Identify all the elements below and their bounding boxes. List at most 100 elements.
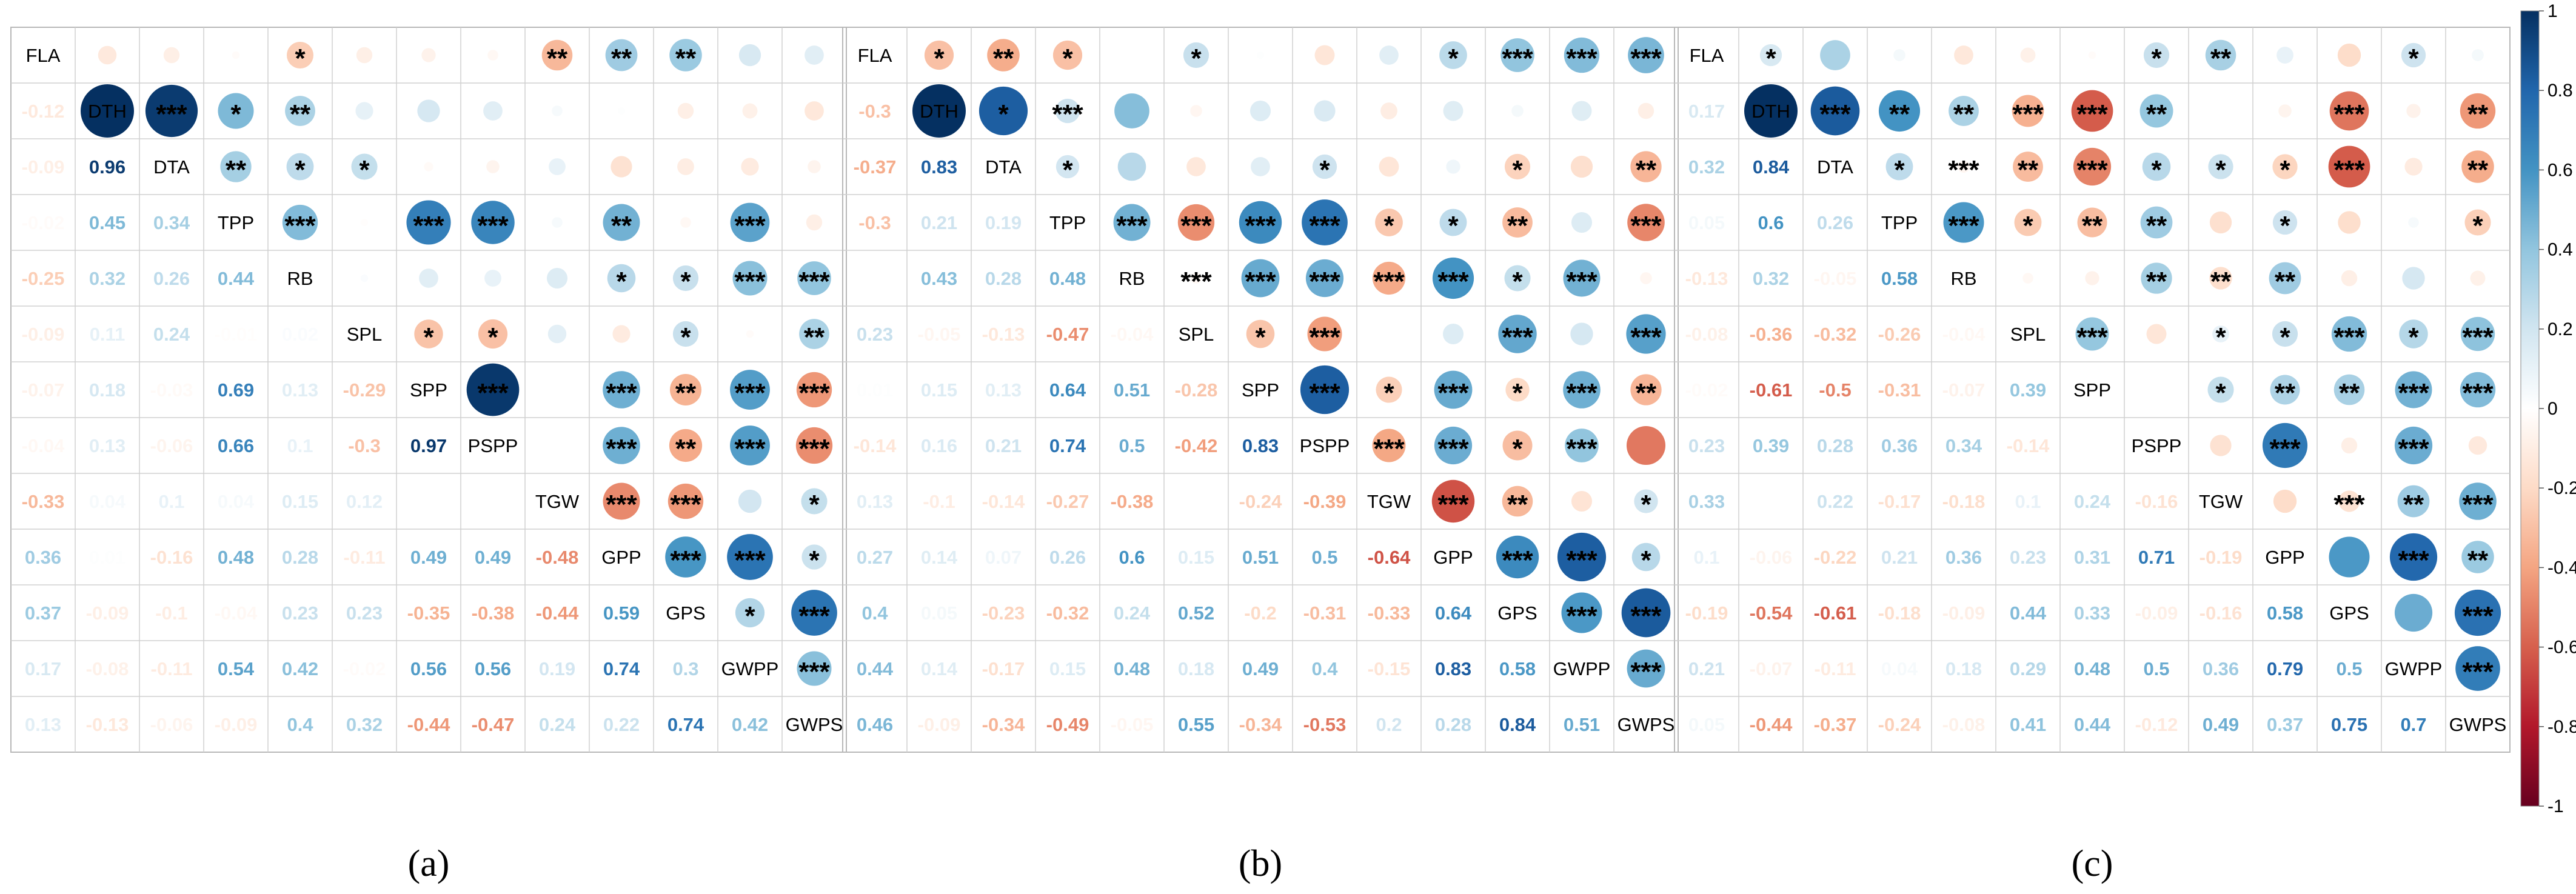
coefficient-label: 0.18 xyxy=(89,379,125,401)
significance-stars: *** xyxy=(1437,490,1469,519)
coefficient-label: 0 xyxy=(1765,491,1776,512)
significance-stars: ** xyxy=(547,44,568,73)
coefficient-label: -0.3 xyxy=(858,212,891,233)
correlation-circle xyxy=(2141,262,2172,294)
coefficient-label: 0.17 xyxy=(1688,101,1725,122)
correlation-circle xyxy=(1312,154,1337,179)
correlation-circle xyxy=(603,371,640,409)
coefficient-label: -0.14 xyxy=(2007,435,2050,456)
correlation-circle xyxy=(611,156,632,178)
coefficient-label: -0.5 xyxy=(1819,379,1851,401)
coefficient-label: 0.44 xyxy=(857,658,894,679)
coefficient-label: 0.44 xyxy=(218,268,255,289)
variable-label: TGW xyxy=(2199,491,2243,512)
significance-stars: ** xyxy=(675,378,697,408)
correlation-circle xyxy=(924,40,954,70)
correlation-circle xyxy=(2408,217,2419,228)
significance-stars: *** xyxy=(734,545,766,575)
coefficient-label: -0.08 xyxy=(1685,324,1728,345)
significance-stars: *** xyxy=(670,545,701,575)
significance-stars: *** xyxy=(2398,378,2429,408)
correlation-circle xyxy=(1241,259,1280,298)
coefficient-label: 0.13 xyxy=(282,379,318,401)
significance-stars: *** xyxy=(1819,99,1851,129)
correlation-circle xyxy=(738,44,761,67)
correlation-circle xyxy=(2014,208,2042,236)
correlation-circle xyxy=(1446,159,1460,174)
coefficient-label: 0.14 xyxy=(921,658,958,679)
correlation-circle xyxy=(1372,429,1406,462)
correlation-circle xyxy=(2402,267,2425,290)
correlation-circle xyxy=(1434,370,1473,409)
correlation-circle xyxy=(1631,542,1661,572)
correlation-circle xyxy=(1432,257,1474,299)
significance-stars: *** xyxy=(2076,99,2108,129)
correlation-circle xyxy=(2394,426,2433,465)
variable-label: SPP xyxy=(2073,379,2111,401)
correlation-circle xyxy=(1627,204,1665,241)
coefficient-label: 0.45 xyxy=(89,212,125,233)
coefficient-label: 0.6 xyxy=(1758,212,1784,233)
coefficient-label: -0.42 xyxy=(1175,435,1218,456)
correlation-circle xyxy=(1431,479,1475,523)
significance-stars: * xyxy=(2215,378,2226,408)
significance-stars: * xyxy=(2408,44,2419,73)
correlation-circle xyxy=(1314,45,1335,65)
correlation-circle xyxy=(2139,94,2173,128)
significance-stars: *** xyxy=(1309,322,1340,352)
correlation-circle xyxy=(603,427,640,464)
coefficient-label: 0.15 xyxy=(921,379,957,401)
colorbar-tick-label: -0.4 xyxy=(2548,558,2576,578)
correlation-circle xyxy=(486,160,500,173)
coefficient-label: 0.29 xyxy=(2010,658,2046,679)
coefficient-label: 0.74 xyxy=(667,714,704,735)
correlation-circle xyxy=(2210,435,2232,456)
correlation-circle xyxy=(406,200,451,245)
significance-stars: *** xyxy=(1502,44,1533,73)
coefficient-label: -0.24 xyxy=(1878,714,1921,735)
coefficient-label: -0.19 xyxy=(2200,547,2243,568)
correlation-circle xyxy=(554,442,561,449)
variable-label: DTH xyxy=(1751,101,1790,122)
coefficient-label: 0.32 xyxy=(1688,156,1725,178)
correlation-circle xyxy=(618,107,625,115)
correlation-circle xyxy=(2075,317,2109,351)
significance-stars: *** xyxy=(606,490,637,519)
coefficient-label: -0.03 xyxy=(150,379,193,401)
panel-frame xyxy=(842,27,1679,753)
correlation-circle xyxy=(667,483,704,519)
correlation-circle xyxy=(1117,152,1146,181)
variable-label: GWPS xyxy=(786,714,843,735)
coefficient-label: -0.54 xyxy=(1750,602,1793,624)
significance-stars: * xyxy=(2280,322,2290,352)
coefficient-label: -0.44 xyxy=(407,714,450,735)
correlation-circle xyxy=(2331,316,2367,352)
correlation-circle xyxy=(2461,150,2494,183)
correlation-circle xyxy=(735,598,765,628)
significance-stars: *** xyxy=(2462,322,2494,352)
coefficient-label: 0.4 xyxy=(287,714,313,735)
correlation-circle xyxy=(805,45,824,65)
coefficient-label: 0.07 xyxy=(985,547,1022,568)
coefficient-label: -0.07 xyxy=(1942,379,1986,401)
coefficient-label: 0.55 xyxy=(1178,714,1214,735)
coefficient-label: 0.36 xyxy=(1881,435,1918,456)
coefficient-label: 0.79 xyxy=(2267,658,2303,679)
variable-label: GWPP xyxy=(2385,658,2443,679)
coefficient-label: 0.26 xyxy=(1049,547,1086,568)
panel-frame xyxy=(10,27,847,753)
correlation-circle xyxy=(2472,49,2484,61)
variable-label: TGW xyxy=(535,491,580,512)
correlation-circle xyxy=(360,274,369,282)
significance-stars: *** xyxy=(798,601,830,631)
coefficient-label: 0.19 xyxy=(539,658,575,679)
significance-stars: *** xyxy=(1566,44,1597,73)
coefficient-label: -0.13 xyxy=(982,324,1025,345)
correlation-circle xyxy=(2208,154,2233,179)
correlation-circle xyxy=(2394,593,2433,632)
coefficient-label: -0.12 xyxy=(22,101,65,122)
significance-stars: *** xyxy=(1566,434,1597,464)
coefficient-label: -0.1 xyxy=(155,602,187,624)
significance-stars: *** xyxy=(2462,657,2494,687)
significance-stars: *** xyxy=(1437,267,1469,296)
